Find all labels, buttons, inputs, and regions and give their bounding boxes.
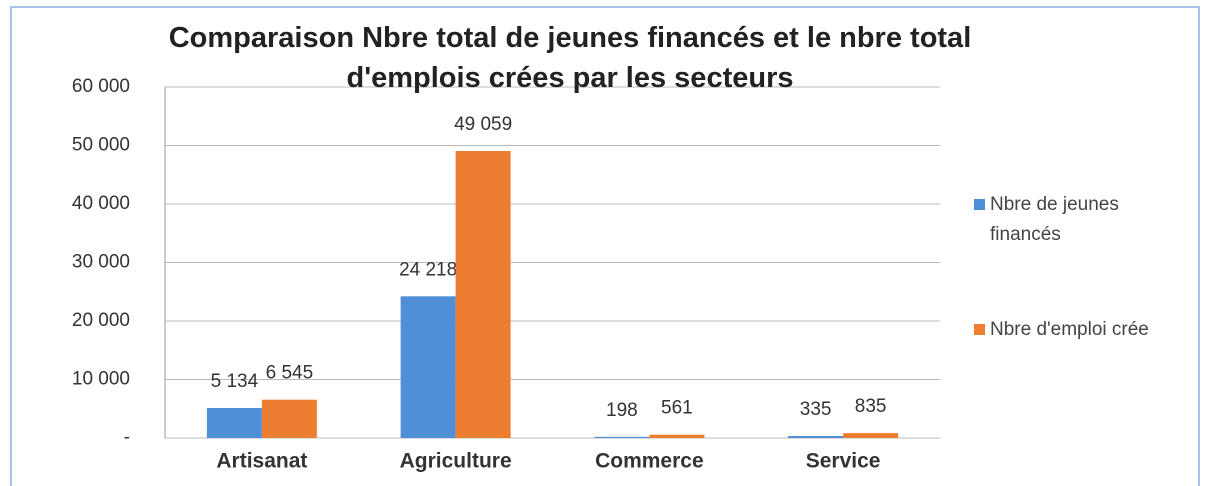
y-tick-label: 40 000 (72, 193, 130, 214)
y-tick-label: - (124, 427, 130, 448)
legend-entry: Nbre d'emploi crée (974, 315, 1190, 345)
legend-entry: Nbre de jeunes financés (974, 190, 1190, 250)
bar (261, 399, 317, 438)
bar (400, 296, 456, 438)
x-tick-label: Service (806, 450, 881, 473)
value-label: 49 059 (454, 114, 512, 135)
value-label: 561 (661, 398, 693, 419)
value-label: 24 218 (399, 259, 457, 280)
bar (843, 433, 899, 438)
x-tick-label: Agriculture (400, 450, 512, 473)
legend-label: Nbre d'emploi crée (990, 319, 1149, 340)
y-tick-label: 10 000 (72, 369, 130, 390)
x-tick-label: Commerce (595, 450, 704, 473)
legend-swatch (974, 199, 985, 210)
frame (10, 6, 1200, 486)
value-label: 835 (855, 396, 887, 417)
bar (455, 151, 511, 438)
y-tick-label: 30 000 (72, 252, 130, 273)
value-label: 335 (800, 399, 832, 420)
y-tick-label: 60 000 (72, 76, 130, 97)
bar (206, 407, 262, 438)
legend-label: Nbre de jeunes financés (990, 194, 1119, 245)
y-tick-label: 20 000 (72, 310, 130, 331)
value-label: 198 (606, 400, 638, 421)
bar (594, 436, 650, 438)
legend-swatch (974, 324, 985, 335)
bar (649, 434, 705, 438)
y-tick-label: 50 000 (72, 135, 130, 156)
chart-title: Comparaison Nbre total de jeunes financé… (168, 22, 972, 94)
value-label: 5 134 (211, 371, 259, 392)
value-label: 6 545 (266, 363, 314, 384)
x-tick-label: Artisanat (216, 450, 307, 473)
bar (788, 436, 844, 438)
